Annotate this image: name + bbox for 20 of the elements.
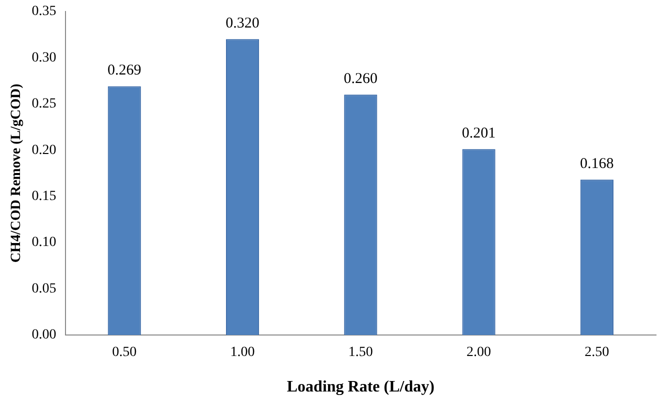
x-tick-label: 2.00: [466, 345, 492, 360]
y-tick-label: 0.35: [32, 4, 56, 20]
y-tick-label: 0.30: [32, 50, 56, 66]
y-tick-label: 0.25: [32, 96, 56, 112]
data-label: 0.260: [344, 71, 378, 88]
data-label: 0.201: [462, 126, 496, 142]
x-axis-title: Loading Rate (L/day): [286, 378, 434, 396]
data-label: 0.269: [107, 62, 142, 79]
x-tick-label: 0.50: [112, 345, 137, 360]
y-tick-label: 0.20: [32, 142, 56, 158]
data-label: 0.320: [226, 16, 260, 32]
y-tick-label: 0.05: [32, 281, 56, 296]
data-label: 0.168: [580, 156, 614, 172]
y-tick-label: 0.10: [32, 235, 56, 250]
y-axis-title: CH4/COD Remove (L/gCOD): [9, 83, 24, 263]
x-tick-label: 1.50: [348, 345, 373, 360]
x-tick-label: 1.00: [230, 345, 255, 360]
x-tick-label: 2.50: [584, 345, 610, 360]
y-tick-label: 0.00: [32, 328, 56, 343]
y-tick-label: 0.15: [32, 188, 56, 204]
